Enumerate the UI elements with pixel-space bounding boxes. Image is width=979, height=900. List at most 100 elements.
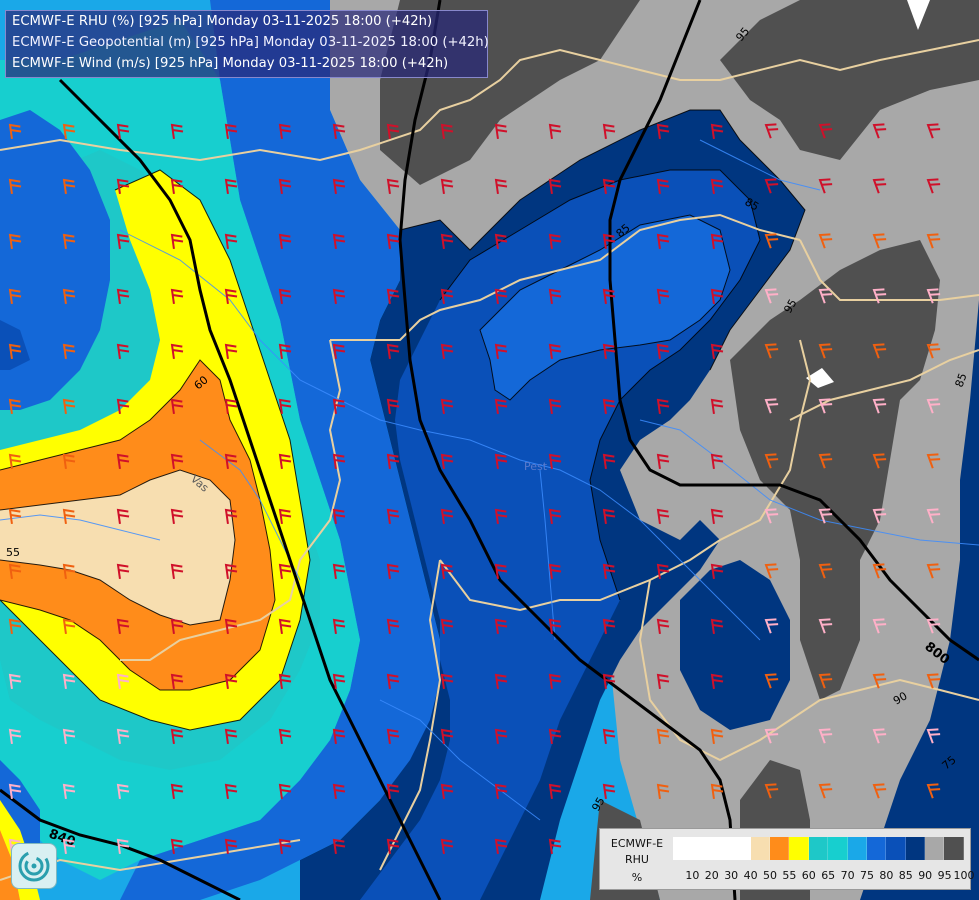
legend-tick-label: 50 bbox=[763, 869, 777, 882]
wind-barb bbox=[656, 453, 670, 470]
rh-label-95c: 95 bbox=[589, 795, 607, 814]
wind-barb bbox=[278, 178, 292, 195]
wind-barb bbox=[386, 563, 400, 580]
wind-barb bbox=[710, 233, 724, 250]
wind-barb bbox=[332, 673, 346, 690]
wind-barb bbox=[440, 728, 454, 745]
wind-barb bbox=[116, 618, 130, 635]
wind-barb bbox=[548, 178, 562, 195]
wind-barb bbox=[818, 508, 833, 524]
wind-barb bbox=[926, 178, 941, 194]
wind-barb bbox=[62, 673, 76, 690]
wind-barb bbox=[224, 728, 238, 745]
wind-barb bbox=[656, 288, 670, 305]
wind-barb bbox=[224, 398, 238, 415]
wind-barb bbox=[170, 453, 184, 470]
wind-barb bbox=[8, 673, 22, 690]
wind-barb bbox=[818, 783, 833, 799]
wind-barb bbox=[656, 508, 670, 525]
wind-barb bbox=[62, 398, 76, 415]
wind-barb bbox=[224, 288, 238, 305]
rh-label-85a: 85 bbox=[743, 195, 762, 213]
wind-barb bbox=[710, 783, 724, 800]
legend-swatch bbox=[944, 837, 964, 860]
wind-barb bbox=[386, 343, 400, 360]
legend-model: ECMWF-E bbox=[610, 837, 664, 850]
legend-swatch bbox=[769, 837, 790, 860]
wind-barb bbox=[494, 838, 508, 855]
wind-barb bbox=[8, 233, 22, 250]
legend-tick-label: 20 bbox=[704, 869, 719, 882]
wind-barb bbox=[116, 508, 130, 525]
wind-barb bbox=[440, 123, 454, 140]
legend-tick-label: 65 bbox=[821, 869, 836, 882]
wind-barb bbox=[170, 398, 184, 415]
wind-barb bbox=[8, 398, 22, 415]
wind-barb bbox=[62, 563, 76, 580]
wind-barb bbox=[224, 563, 238, 580]
wind-barb bbox=[818, 178, 833, 194]
wind-barb bbox=[872, 728, 887, 744]
wind-barb bbox=[602, 728, 616, 745]
wind-barb bbox=[548, 673, 562, 690]
rhu-100-northeast bbox=[720, 0, 979, 160]
wind-barb bbox=[62, 233, 76, 250]
rhu-55-area bbox=[0, 470, 235, 625]
legend-tick-label: 60 bbox=[801, 869, 816, 882]
wind-barb bbox=[710, 178, 724, 195]
wind-barb bbox=[926, 343, 941, 359]
wind-barb bbox=[872, 398, 887, 414]
legend-tick-label: 40 bbox=[743, 869, 758, 882]
legend-tick-label: 90 bbox=[918, 869, 933, 882]
wind-barb bbox=[548, 123, 562, 140]
wind-barb bbox=[8, 453, 22, 470]
wind-barb bbox=[440, 563, 454, 580]
wind-barb bbox=[386, 453, 400, 470]
wind-barb bbox=[116, 123, 130, 140]
wind-barb bbox=[386, 728, 400, 745]
legend-tick-label: 70 bbox=[840, 869, 855, 882]
wind-barb bbox=[8, 563, 22, 580]
wind-barb bbox=[332, 783, 346, 800]
wind-barb bbox=[332, 453, 346, 470]
wind-barb bbox=[818, 453, 833, 469]
wind-barb bbox=[170, 838, 184, 855]
wind-barb bbox=[224, 123, 238, 140]
wind-barb bbox=[656, 178, 670, 195]
wind-barb bbox=[710, 398, 724, 415]
wind-barb bbox=[386, 838, 400, 855]
wind-barb bbox=[440, 508, 454, 525]
wind-barb bbox=[116, 178, 130, 195]
wind-barb bbox=[872, 508, 887, 524]
legend-swatch bbox=[905, 837, 926, 860]
wind-barb bbox=[440, 178, 454, 195]
wind-barb bbox=[494, 123, 508, 140]
wind-barb bbox=[116, 288, 130, 305]
legend-tick-label: 30 bbox=[724, 869, 739, 882]
wind-barb bbox=[332, 563, 346, 580]
swirl-icon bbox=[18, 850, 50, 882]
wind-barb bbox=[332, 618, 346, 635]
wind-barb bbox=[278, 233, 292, 250]
wind-barb bbox=[602, 618, 616, 635]
wind-barb bbox=[116, 783, 130, 800]
wind-barb bbox=[548, 288, 562, 305]
place-label-pest: Pest bbox=[524, 460, 548, 473]
wind-barb bbox=[710, 343, 724, 360]
rhu-90-east-pocket bbox=[680, 560, 790, 730]
wind-barb bbox=[710, 563, 724, 580]
wind-barb bbox=[386, 508, 400, 525]
wind-barb bbox=[656, 123, 670, 140]
wind-barb bbox=[710, 508, 724, 525]
legend-swatch bbox=[808, 837, 829, 860]
wind-barb bbox=[62, 453, 76, 470]
wind-barb bbox=[494, 728, 508, 745]
title-geopotential: ECMWF-E Geopotential (m) [925 hPa] Monda… bbox=[12, 35, 489, 50]
wind-barb bbox=[116, 673, 130, 690]
wind-barb bbox=[494, 398, 508, 415]
wind-barb bbox=[494, 178, 508, 195]
wind-barb bbox=[764, 508, 779, 524]
legend-tick-label: 10 bbox=[685, 869, 700, 882]
wind-barb bbox=[818, 563, 833, 579]
